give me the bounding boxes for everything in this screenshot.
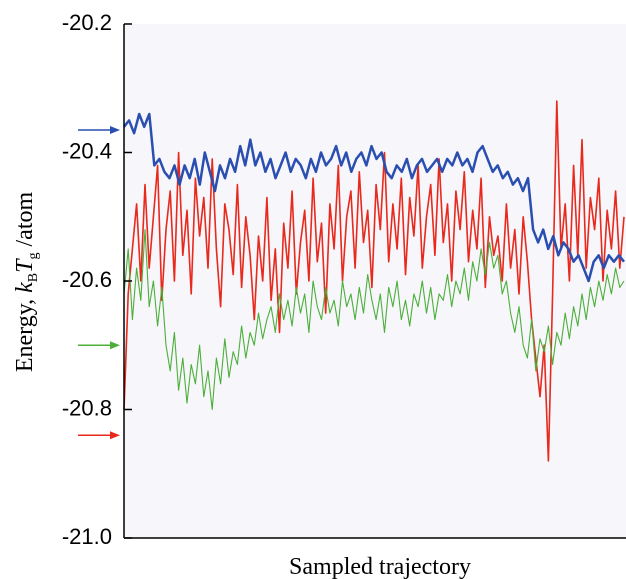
arrow-head: [110, 341, 120, 350]
y-label-part: B: [26, 273, 41, 282]
arrow-head: [110, 431, 120, 440]
y-tick-label: -20.6: [62, 267, 112, 292]
y-axis-label: Energy, kBTg /atom: [12, 192, 41, 373]
y-label-part: k: [12, 282, 38, 293]
y-tick-label: -20.2: [62, 10, 112, 35]
y-tick-label: -20.4: [62, 138, 112, 163]
y-label-part: Energy,: [12, 293, 38, 372]
y-label-part: g: [26, 252, 41, 259]
series-line: [123, 100, 625, 462]
y-label-part: T: [12, 258, 38, 273]
y-label-part: /atom: [12, 192, 38, 253]
x-axis-label: Sampled trajectory: [289, 554, 471, 579]
y-tick-label: -21.0: [62, 524, 112, 549]
y-tick-label: -20.8: [62, 395, 112, 420]
plot-area: [124, 24, 626, 538]
series-line: [123, 229, 625, 411]
series-line: [123, 112, 625, 283]
arrow-head: [110, 126, 120, 135]
